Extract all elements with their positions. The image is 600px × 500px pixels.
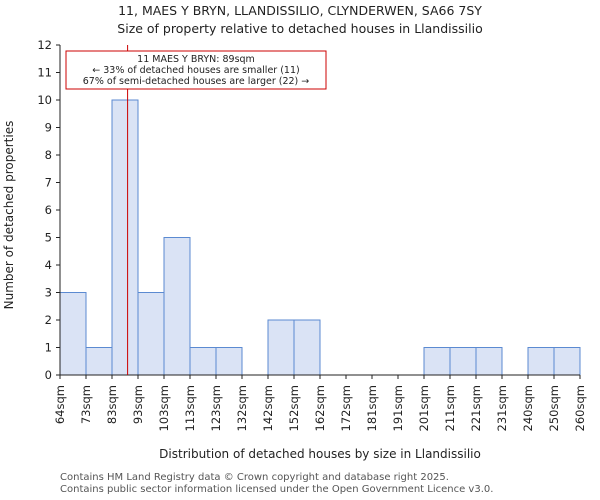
x-tick-label: 260sqm xyxy=(573,385,587,431)
x-tick-label: 201sqm xyxy=(417,385,431,431)
x-tick-label: 64sqm xyxy=(53,385,67,424)
chart-subtitle: Size of property relative to detached ho… xyxy=(117,21,483,36)
bars-group xyxy=(59,99,581,376)
y-tick-label: 6 xyxy=(45,203,52,217)
x-tick-label: 250sqm xyxy=(547,385,561,431)
y-tick-label: 3 xyxy=(45,286,52,300)
bar-240sqm xyxy=(527,347,555,376)
y-tick-label: 7 xyxy=(45,176,52,190)
x-tick-label: 231sqm xyxy=(495,385,509,431)
y-tick-label: 9 xyxy=(45,121,52,135)
x-axis-ticks: 64sqm 73sqm 83sqm 93sqm 103sqm 113sqm 123sqm 13… xyxy=(53,375,587,431)
footer-line-1: Contains HM Land Registry data © Crown c… xyxy=(60,472,449,483)
x-tick-label: 221sqm xyxy=(469,385,483,431)
y-tick-label: 0 xyxy=(45,368,52,382)
y-tick-label: 5 xyxy=(45,231,52,245)
bar-152sqm xyxy=(293,319,321,376)
x-tick-label: 103sqm xyxy=(157,385,171,431)
y-axis-label: Number of detached properties xyxy=(2,121,16,310)
x-tick-label: 132sqm xyxy=(235,385,249,431)
x-tick-label: 191sqm xyxy=(391,385,405,431)
x-tick-label: 162sqm xyxy=(313,385,327,431)
y-tick-label: 2 xyxy=(45,313,52,327)
bar-250sqm xyxy=(553,347,581,376)
annotation-line-2: ← 33% of detached houses are smaller (11… xyxy=(92,65,299,76)
annotation-line-3: 67% of semi-detached houses are larger (… xyxy=(83,76,310,87)
y-tick-label: 1 xyxy=(45,341,52,355)
bar-93sqm xyxy=(137,292,165,376)
bar-201sqm xyxy=(423,347,451,376)
x-tick-label: 211sqm xyxy=(443,385,457,431)
y-tick-label: 10 xyxy=(37,93,52,107)
bar-142sqm xyxy=(267,319,295,376)
bar-113sqm xyxy=(189,347,217,376)
x-tick-label: 142sqm xyxy=(261,385,275,431)
x-tick-label: 240sqm xyxy=(521,385,535,431)
bar-64sqm xyxy=(59,292,87,376)
x-tick-label: 172sqm xyxy=(339,385,353,431)
chart-title: 11, MAES Y BRYN, LLANDISSILIO, CLYNDERWE… xyxy=(118,3,482,18)
y-tick-label: 8 xyxy=(45,148,52,162)
y-tick-label: 4 xyxy=(45,258,52,272)
x-tick-label: 83sqm xyxy=(105,385,119,424)
x-tick-label: 93sqm xyxy=(131,385,145,424)
x-tick-label: 73sqm xyxy=(79,385,93,424)
annotation-line-1: 11 MAES Y BRYN: 89sqm xyxy=(137,54,255,65)
bar-83sqm xyxy=(111,99,139,376)
bar-73sqm xyxy=(85,347,113,376)
bar-211sqm xyxy=(449,347,477,376)
y-tick-label: 12 xyxy=(37,38,52,52)
annotation-box xyxy=(65,50,327,90)
y-tick-label: 11 xyxy=(37,66,52,80)
x-axis-label: Distribution of detached houses by size … xyxy=(159,447,481,461)
x-tick-label: 181sqm xyxy=(365,385,379,431)
bar-123sqm xyxy=(215,347,243,376)
x-tick-label: 113sqm xyxy=(183,385,197,431)
footer-line-2: Contains public sector information licen… xyxy=(60,484,494,495)
marker-annotation: 11 MAES Y BRYN: 89sqm ← 33% of detached … xyxy=(65,50,327,90)
bar-103sqm xyxy=(163,237,191,376)
x-tick-label: 123sqm xyxy=(209,385,223,431)
x-tick-label: 152sqm xyxy=(287,385,301,431)
bar-221sqm xyxy=(475,347,503,376)
